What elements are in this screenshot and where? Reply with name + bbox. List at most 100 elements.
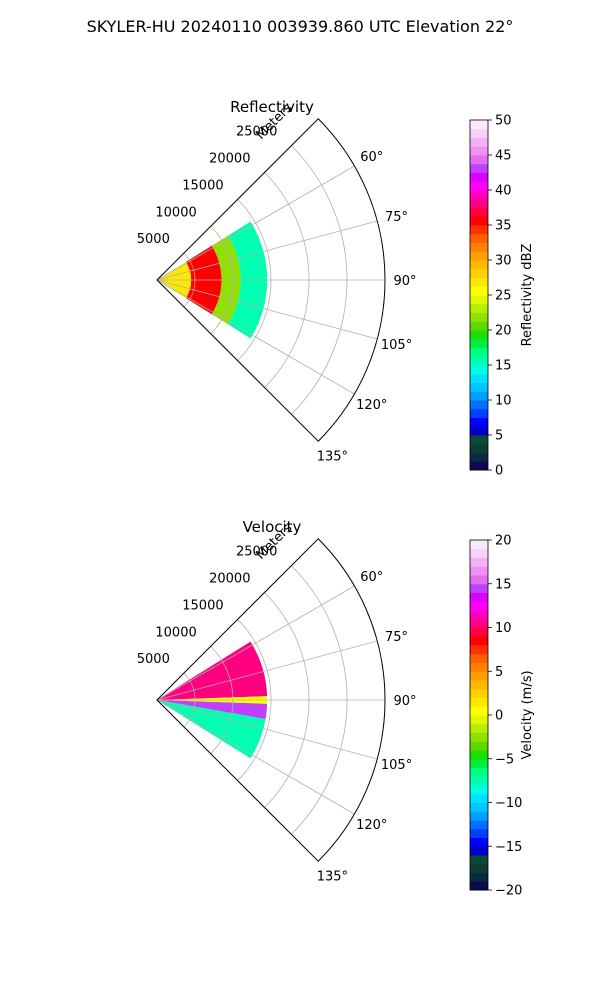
- azimuth-tick-label: 75°: [385, 210, 408, 225]
- colorbar-step: [470, 706, 488, 716]
- colorbar-step: [470, 225, 488, 235]
- colorbar-tick-label: 0: [495, 709, 503, 724]
- colorbar-tick-label: 15: [495, 359, 512, 374]
- colorbar-step: [470, 426, 488, 436]
- chart-panel-velocity: Velocity 60° 75° 90° 105° 120° 135° 5000 10000 15…: [137, 518, 535, 899]
- colorbar-tick-label: 35: [495, 219, 512, 234]
- colorbar-step: [470, 715, 488, 725]
- data-sector: [157, 641, 268, 700]
- colorbar-step: [470, 575, 488, 585]
- colorbar-tick-label: 10: [495, 394, 512, 409]
- colorbar-step: [470, 802, 488, 812]
- colorbar-step: [470, 198, 488, 208]
- azimuth-tick-label: 105°: [381, 758, 412, 773]
- colorbar-step: [470, 636, 488, 646]
- range-tick-label: 20000: [209, 152, 250, 167]
- colorbar-step: [470, 146, 488, 156]
- colorbar-step: [470, 688, 488, 698]
- colorbar-step: [470, 583, 488, 593]
- colorbar-step: [470, 828, 488, 838]
- colorbar-step: [470, 872, 488, 882]
- range-tick-label: 10000: [155, 625, 196, 640]
- colorbar-step: [470, 601, 488, 611]
- colorbar-step: [470, 207, 488, 217]
- azimuth-gridline: [156, 220, 378, 281]
- figure-title: SKYLER-HU 20240110 003939.860 UTC Elevat…: [87, 17, 514, 36]
- colorbar-tick-label: 5: [495, 665, 503, 680]
- colorbar-step: [470, 268, 488, 278]
- colorbar-step: [470, 566, 488, 576]
- colorbar-step: [470, 697, 488, 707]
- range-tick-label: 5000: [137, 652, 170, 667]
- colorbar-step: [470, 251, 488, 261]
- colorbar-step: [470, 723, 488, 733]
- chart-panel-reflectivity: Reflectivity60°75°90°105°120°135°5000100…: [137, 98, 535, 479]
- colorbar-step: [470, 846, 488, 856]
- colorbar: 0 5 10 15 20 25 30 35 40 45 50 Reflectivity dBZ: [469, 114, 535, 479]
- azimuth-gridline: [156, 699, 355, 815]
- colorbar-step: [470, 260, 488, 270]
- colorbar-step: [470, 330, 488, 340]
- colorbar-step: [470, 382, 488, 392]
- colorbar-step: [470, 163, 488, 173]
- azimuth-gridline: [156, 279, 355, 395]
- azimuth-tick-label: 120°: [356, 818, 387, 833]
- range-tick-label: 15000: [182, 598, 223, 613]
- azimuth-tick-label: 60°: [360, 150, 383, 165]
- colorbar-step: [470, 671, 488, 681]
- colorbar-tick-label: 15: [495, 577, 512, 592]
- colorbar-tick-label: −20: [495, 884, 522, 899]
- colorbar-step: [470, 216, 488, 226]
- azimuth-gridline: [156, 640, 378, 701]
- azimuth-tick-label: 105°: [381, 338, 412, 353]
- colorbar-step: [470, 732, 488, 742]
- colorbar-step: [470, 881, 488, 891]
- colorbar-tick-label: −10: [495, 796, 522, 811]
- colorbar-step: [470, 863, 488, 873]
- azimuth-tick-label: 75°: [385, 630, 408, 645]
- sector-frame: [156, 538, 386, 862]
- azimuth-tick-label: 135°: [317, 449, 348, 464]
- colorbar-label: Reflectivity dBZ: [520, 244, 535, 347]
- colorbar-tick-label: 20: [495, 324, 512, 339]
- range-tick-label: 20000: [209, 572, 250, 587]
- range-tick-label: 25000: [236, 125, 277, 140]
- colorbar-step: [470, 233, 488, 243]
- colorbar-step: [470, 855, 488, 865]
- panel-title: Velocity: [243, 518, 302, 536]
- colorbar-step: [470, 618, 488, 628]
- polar-grid: [156, 145, 385, 415]
- colorbar-step: [470, 811, 488, 821]
- panel-title: Reflectivity: [230, 98, 314, 116]
- azimuth-tick-label: 60°: [360, 570, 383, 585]
- colorbar-tick-label: 0: [495, 464, 503, 479]
- colorbar-step: [470, 837, 488, 847]
- colorbar-step: [470, 417, 488, 427]
- colorbar-tick-label: 45: [495, 149, 512, 164]
- colorbar-step: [470, 750, 488, 760]
- colorbar-step: [470, 776, 488, 786]
- colorbar-step: [470, 312, 488, 322]
- sector-frame: [156, 118, 386, 442]
- colorbar-tick-label: 25: [495, 289, 512, 304]
- colorbar-label: Velocity (m/s): [520, 670, 535, 759]
- colorbar-step: [470, 338, 488, 348]
- colorbar-tick-label: 20: [495, 534, 512, 549]
- colorbar-tick-label: 30: [495, 254, 512, 269]
- data-sector: [157, 700, 268, 720]
- colorbar-step: [470, 303, 488, 313]
- azimuth-tick-label: 135°: [317, 869, 348, 884]
- colorbar-step: [470, 452, 488, 462]
- colorbar-step: [470, 242, 488, 252]
- range-tick-label: 15000: [182, 178, 223, 193]
- colorbar-step: [470, 793, 488, 803]
- colorbar-tick-label: 5: [495, 429, 503, 444]
- colorbar-step: [470, 653, 488, 663]
- colorbar-step: [470, 741, 488, 751]
- colorbar: −20 −15 −10 −5 0 5 10 15 20 Velocity (m/s): [469, 534, 535, 899]
- azimuth-gridline: [156, 699, 378, 760]
- colorbar-step: [470, 286, 488, 296]
- colorbar-tick-label: −15: [495, 840, 522, 855]
- colorbar-step: [470, 181, 488, 191]
